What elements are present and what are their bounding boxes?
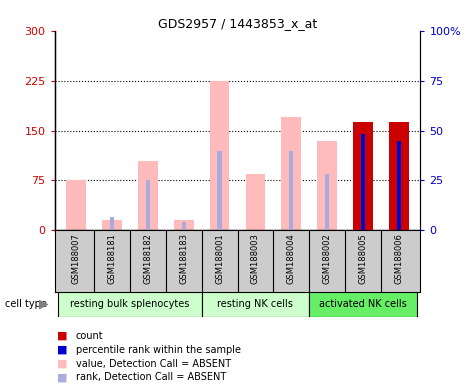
- Text: resting NK cells: resting NK cells: [218, 299, 294, 310]
- Bar: [325, 174, 329, 230]
- Text: GSM188005: GSM188005: [359, 233, 368, 284]
- Bar: [174, 220, 194, 230]
- Text: activated NK cells: activated NK cells: [319, 299, 407, 310]
- Text: GSM188001: GSM188001: [215, 233, 224, 284]
- Text: count: count: [76, 331, 104, 341]
- Bar: [146, 180, 150, 230]
- Bar: [309, 292, 417, 317]
- Text: ▶: ▶: [39, 298, 49, 311]
- Bar: [353, 122, 373, 230]
- Text: resting bulk splenocytes: resting bulk splenocytes: [70, 299, 190, 310]
- Text: ■: ■: [57, 345, 67, 355]
- Title: GDS2957 / 1443853_x_at: GDS2957 / 1443853_x_at: [158, 17, 317, 30]
- Text: GSM188183: GSM188183: [179, 233, 188, 285]
- Text: percentile rank within the sample: percentile rank within the sample: [76, 345, 241, 355]
- Bar: [202, 292, 309, 317]
- Bar: [181, 222, 186, 230]
- Bar: [58, 292, 202, 317]
- Bar: [281, 117, 301, 230]
- Text: value, Detection Call = ABSENT: value, Detection Call = ABSENT: [76, 359, 231, 369]
- Text: GSM188182: GSM188182: [143, 233, 152, 284]
- Text: GSM188003: GSM188003: [251, 233, 260, 284]
- Bar: [397, 141, 401, 230]
- Bar: [110, 217, 114, 230]
- Text: GSM188007: GSM188007: [72, 233, 81, 284]
- Bar: [317, 141, 337, 230]
- Text: ■: ■: [57, 331, 67, 341]
- Text: ■: ■: [57, 359, 67, 369]
- Text: GSM188004: GSM188004: [287, 233, 296, 284]
- Bar: [361, 134, 365, 230]
- Text: GSM188002: GSM188002: [323, 233, 332, 284]
- Bar: [66, 180, 86, 230]
- Bar: [218, 151, 222, 230]
- Text: GSM188181: GSM188181: [107, 233, 116, 284]
- Bar: [102, 220, 122, 230]
- Bar: [289, 151, 294, 230]
- Text: GSM188006: GSM188006: [394, 233, 403, 284]
- Text: ■: ■: [57, 372, 67, 382]
- Bar: [246, 174, 266, 230]
- Bar: [138, 161, 158, 230]
- Text: rank, Detection Call = ABSENT: rank, Detection Call = ABSENT: [76, 372, 226, 382]
- Bar: [209, 81, 229, 230]
- Bar: [389, 122, 408, 230]
- Text: cell type: cell type: [5, 299, 47, 310]
